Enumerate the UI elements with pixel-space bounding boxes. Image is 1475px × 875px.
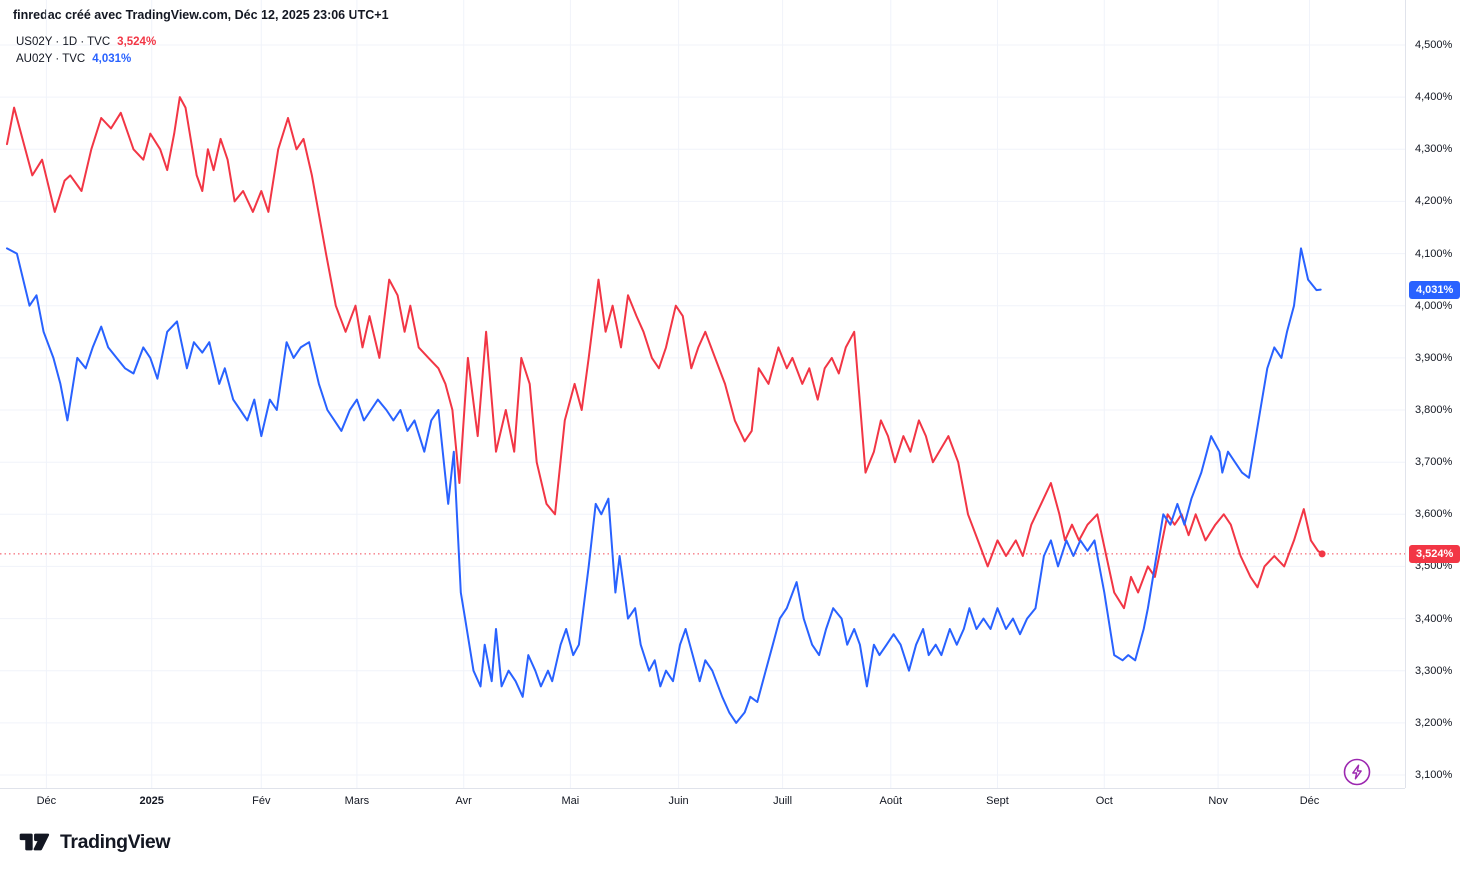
y-axis-label: 3,200%	[1415, 716, 1453, 729]
y-axis-label: 3,300%	[1415, 664, 1453, 677]
series-us02y	[6, 96, 1324, 610]
x-axis-label: Mai	[561, 795, 580, 807]
legend-symbol: AU02Y · TVC	[16, 53, 86, 65]
price-badge: 3,524%	[1409, 544, 1461, 563]
chart-plot-area[interactable]	[0, 0, 1405, 788]
x-axis-label: Nov	[1208, 795, 1228, 807]
y-axis-label: 3,500%	[1415, 560, 1453, 573]
x-axis-label: Sept	[986, 795, 1009, 807]
legend-value: 4,031%	[92, 53, 132, 65]
price-axis[interactable]: 4,500% 4,400% 4,300% 4,200% 4,100% 4,000% 3,90…	[1405, 0, 1475, 788]
x-axis-label: Déc	[36, 795, 57, 807]
tradingview-logo-text: TradingView	[60, 830, 171, 853]
lightning-icon[interactable]	[1341, 756, 1373, 788]
y-axis-label: 3,400%	[1415, 612, 1453, 625]
y-axis-label: 3,800%	[1415, 404, 1453, 416]
y-axis-label: 3,600%	[1415, 508, 1453, 521]
x-axis-label: Avr	[455, 795, 472, 807]
attribution-text: finredac créé avec TradingView.com, Déc …	[13, 8, 389, 22]
legend-value: 3,524%	[117, 36, 157, 48]
legend: US02Y · 1D · TVC 3,524% AU02Y · TVC 4,03…	[16, 34, 156, 68]
y-axis-label: 4,400%	[1415, 91, 1453, 104]
legend-item-au02y[interactable]: AU02Y · TVC 4,031%	[16, 51, 156, 68]
y-axis-label: 4,300%	[1415, 143, 1453, 156]
tradingview-mark-icon	[18, 829, 52, 855]
y-axis-label: 4,100%	[1415, 247, 1453, 260]
x-axis-label: Déc	[1299, 795, 1320, 807]
y-axis-label: 4,200%	[1415, 195, 1453, 208]
legend-symbol: US02Y · 1D · TVC	[16, 36, 111, 48]
x-axis-label: 2025	[139, 795, 164, 807]
price-badge: 4,031%	[1409, 280, 1461, 299]
x-axis-label: Mars	[344, 795, 370, 807]
time-axis[interactable]: Déc 2025 Fév Mars Avr Mai Juin Juill Août Sept Oct…	[0, 788, 1405, 819]
series-au02y	[6, 247, 1322, 724]
tradingview-logo[interactable]: TradingView	[18, 829, 171, 855]
x-axis-label: Août	[879, 795, 903, 807]
y-axis-label: 3,700%	[1415, 456, 1453, 469]
x-axis-label: Oct	[1095, 795, 1113, 807]
y-axis-label: 4,000%	[1415, 299, 1453, 312]
x-axis-label: Juin	[668, 795, 689, 807]
y-axis-label: 3,900%	[1415, 351, 1453, 364]
y-axis-label: 4,500%	[1415, 39, 1453, 51]
legend-item-us02y[interactable]: US02Y · 1D · TVC 3,524%	[16, 34, 156, 51]
y-axis-label: 3,100%	[1415, 769, 1453, 781]
x-axis-label: Juill	[773, 795, 793, 807]
chart-canvas	[0, 0, 1405, 788]
x-axis-label: Fév	[252, 795, 271, 807]
